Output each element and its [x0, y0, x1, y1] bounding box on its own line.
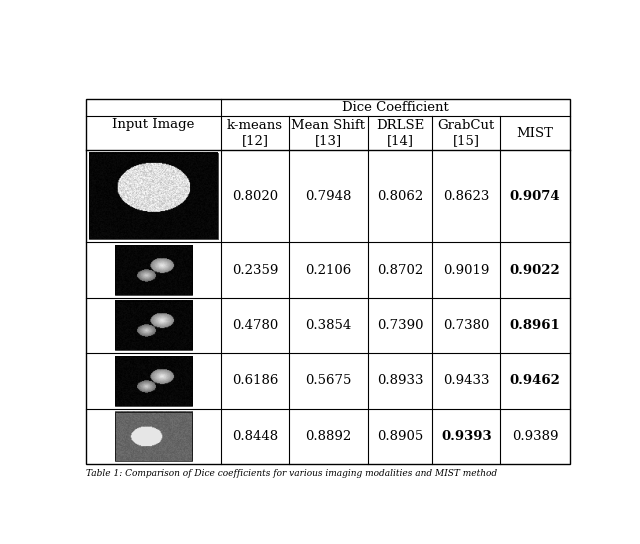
Text: 0.9019: 0.9019: [443, 264, 490, 276]
Text: DRLSE
[14]: DRLSE [14]: [376, 119, 424, 147]
Text: 0.6186: 0.6186: [232, 374, 278, 387]
Bar: [115, 356, 192, 406]
Text: 0.8020: 0.8020: [232, 190, 278, 203]
Text: 0.8961: 0.8961: [509, 319, 560, 332]
Bar: [86, 99, 570, 464]
Text: 0.7948: 0.7948: [305, 190, 351, 203]
Text: 0.8623: 0.8623: [443, 190, 490, 203]
Text: 0.2359: 0.2359: [232, 264, 278, 276]
Text: 0.9022: 0.9022: [509, 264, 560, 276]
Bar: [115, 245, 192, 295]
Text: Dice Coefficient: Dice Coefficient: [342, 101, 449, 114]
Text: GrabCut
[15]: GrabCut [15]: [438, 119, 495, 147]
Text: 0.8448: 0.8448: [232, 430, 278, 443]
Text: 0.9433: 0.9433: [443, 374, 490, 387]
Text: 0.7380: 0.7380: [443, 319, 490, 332]
Text: Mean Shift
[13]: Mean Shift [13]: [291, 119, 365, 147]
Text: 0.8933: 0.8933: [377, 374, 423, 387]
Text: 0.9074: 0.9074: [509, 190, 560, 203]
Text: 0.7390: 0.7390: [377, 319, 423, 332]
Text: Table 1: Comparison of Dice coefficients for various imaging modalities and MIST: Table 1: Comparison of Dice coefficients…: [86, 469, 497, 478]
Text: 0.8892: 0.8892: [305, 430, 351, 443]
Text: 0.4780: 0.4780: [232, 319, 278, 332]
Text: 0.9393: 0.9393: [441, 430, 492, 443]
Text: 0.8062: 0.8062: [377, 190, 423, 203]
Bar: [90, 153, 218, 239]
Text: Input Image: Input Image: [113, 118, 195, 131]
Bar: [115, 301, 192, 350]
Text: 0.8905: 0.8905: [377, 430, 423, 443]
Bar: [115, 412, 192, 461]
Text: 0.9462: 0.9462: [509, 374, 561, 387]
Text: 0.8702: 0.8702: [377, 264, 423, 276]
Text: k-means
[12]: k-means [12]: [227, 119, 283, 147]
Text: 0.5675: 0.5675: [305, 374, 351, 387]
Text: 0.3854: 0.3854: [305, 319, 351, 332]
Text: 0.9389: 0.9389: [511, 430, 558, 443]
Text: MIST: MIST: [516, 127, 554, 140]
Text: 0.2106: 0.2106: [305, 264, 351, 276]
